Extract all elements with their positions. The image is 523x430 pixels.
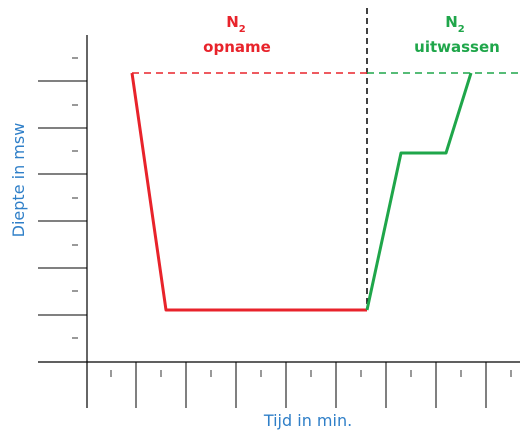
phase-right-label: uitwassen [414,38,500,56]
y-axis-label: Diepte in msw [9,123,28,238]
phase-left-label: opname [203,38,271,56]
y-axis-minor-ticks [72,57,78,339]
uptake-profile-line [130,72,367,312]
y-axis-major-ticks [38,80,87,316]
x-axis-major-ticks [135,362,487,408]
phase-right-title: N2 [445,13,465,35]
x-axis-label: Tijd in min. [263,411,352,430]
phase-left-title: N2 [226,13,246,35]
x-axis-minor-ticks [110,370,512,377]
washout-profile-line [365,72,473,311]
